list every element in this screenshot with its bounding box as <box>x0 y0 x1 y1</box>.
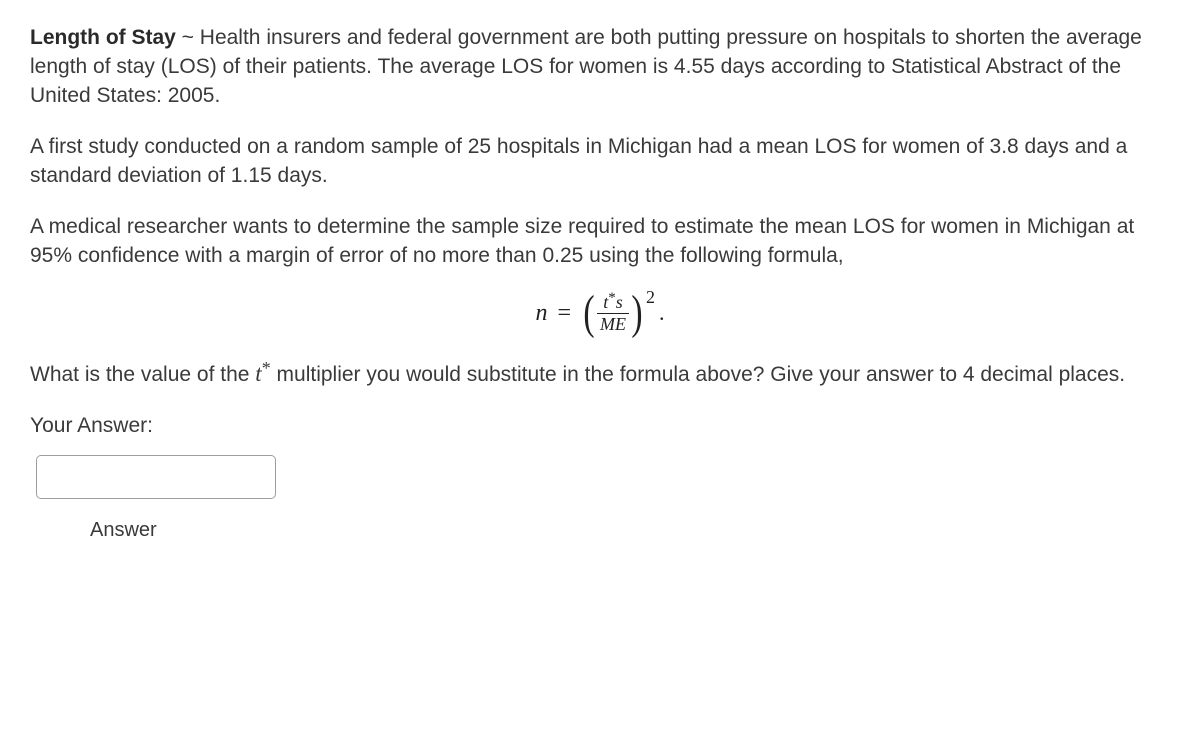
answer-input[interactable] <box>36 455 276 499</box>
formula-equals: = <box>557 297 571 330</box>
formula-n: n <box>535 297 547 330</box>
formula-right-paren: ) <box>631 294 642 332</box>
paragraph-intro: Length of Stay ~ Health insurers and fed… <box>30 24 1170 111</box>
question-tstar: t* <box>255 361 270 386</box>
formula-exponent: 2 <box>646 285 655 310</box>
question-part-a: What is the value of the <box>30 363 255 386</box>
formula-display: n = ( t*s ME ) 2 . <box>30 293 1170 334</box>
formula-fraction: t*s ME <box>597 293 629 334</box>
question-part-b: multiplier you would substitute in the f… <box>271 363 1125 386</box>
your-answer-label: Your Answer: <box>30 412 1170 441</box>
formula-left-paren: ( <box>583 294 594 332</box>
paragraph-question: What is the value of the t* multiplier y… <box>30 358 1170 390</box>
paragraph-study: A first study conducted on a random samp… <box>30 133 1170 191</box>
intro-bold-lead: Length of Stay <box>30 26 176 49</box>
paragraph-researcher: A medical researcher wants to determine … <box>30 213 1170 271</box>
formula-period: . <box>659 298 665 328</box>
answer-button[interactable]: Answer <box>90 517 1170 545</box>
intro-tilde: ~ <box>176 26 200 49</box>
